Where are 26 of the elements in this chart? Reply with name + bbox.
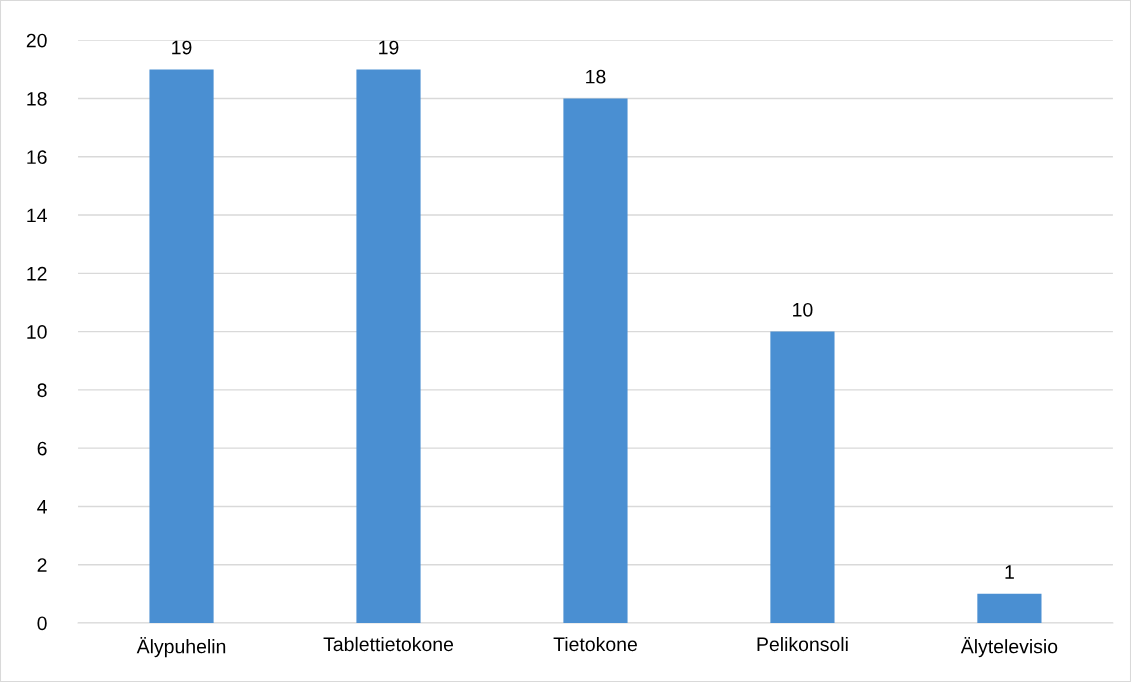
y-tick-label: 8 — [37, 383, 47, 398]
bar — [356, 69, 421, 624]
x-tick-label: Pelikonsoli — [757, 636, 848, 652]
bar — [977, 593, 1042, 624]
y-tick-label: 20 — [26, 33, 47, 48]
bar — [563, 98, 628, 624]
bar — [149, 69, 214, 624]
data-label: 1 — [1005, 565, 1014, 579]
y-tick-label: 16 — [27, 150, 47, 165]
data-label: 19 — [379, 40, 399, 55]
y-tick-label: 4 — [37, 500, 47, 514]
x-tick-label: Älypuhelin — [136, 636, 226, 658]
y-tick-label: 10 — [27, 325, 47, 339]
x-tick-label: Tietokone — [553, 636, 637, 652]
y-tick-label: 12 — [27, 266, 47, 281]
data-label: 10 — [793, 302, 813, 317]
y-tick-label: 14 — [27, 208, 47, 223]
x-tick-label: Tablettietokone — [323, 636, 454, 652]
y-tick-label: 2 — [37, 558, 47, 572]
y-tick-label: 6 — [37, 441, 47, 456]
y-tick-label: 18 — [27, 91, 47, 106]
bar — [770, 331, 835, 624]
y-tick-label: 0 — [37, 616, 47, 631]
x-tick-label: Älytelevisio — [960, 636, 1058, 658]
data-label: 18 — [586, 69, 606, 84]
data-label: 19 — [172, 40, 192, 55]
